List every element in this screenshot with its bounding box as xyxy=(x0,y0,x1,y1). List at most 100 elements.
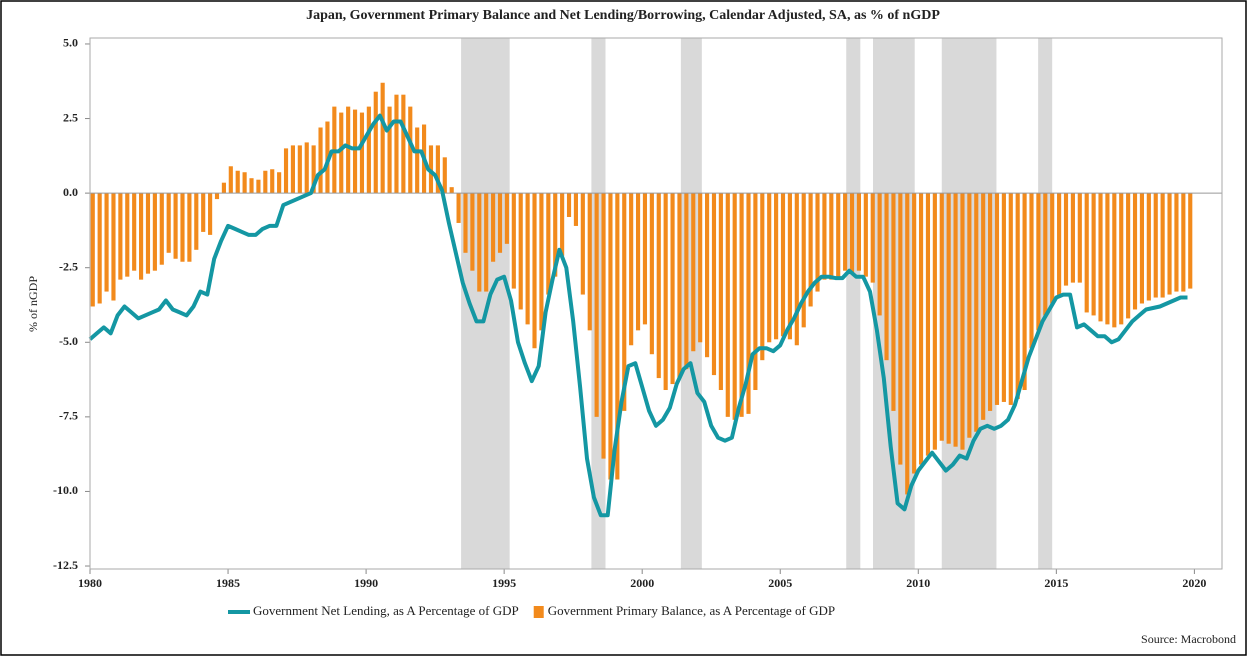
bar xyxy=(1167,193,1172,295)
y-tick-label: 0.0 xyxy=(63,185,78,199)
bar xyxy=(90,193,95,307)
y-tick-label: -12.5 xyxy=(53,558,78,572)
bar xyxy=(221,182,226,194)
bar xyxy=(629,193,634,346)
bar xyxy=(1001,193,1006,402)
bar xyxy=(635,193,641,331)
bar xyxy=(318,127,323,194)
bar xyxy=(539,193,544,331)
bar xyxy=(684,193,689,370)
bar xyxy=(152,193,157,271)
bar xyxy=(753,193,758,391)
bar xyxy=(387,106,392,194)
bar xyxy=(822,193,827,280)
bar xyxy=(180,193,185,262)
bar xyxy=(456,193,461,223)
bar xyxy=(194,193,199,250)
bar xyxy=(415,127,420,194)
bar xyxy=(801,193,806,328)
bar xyxy=(870,193,875,283)
y-tick-label: -7.5 xyxy=(59,409,78,423)
y-tick-label: 2.5 xyxy=(63,110,78,124)
bar xyxy=(1181,193,1186,292)
bar xyxy=(642,193,648,325)
bar xyxy=(214,193,220,200)
bar xyxy=(511,193,516,289)
bar xyxy=(1057,193,1062,298)
x-tick-label: 2000 xyxy=(630,576,654,590)
bar xyxy=(1022,193,1027,391)
bar xyxy=(566,193,572,217)
bar xyxy=(1070,193,1075,283)
bar xyxy=(546,193,551,295)
bar xyxy=(304,142,309,194)
bar xyxy=(477,193,482,292)
bar xyxy=(739,193,744,417)
bar xyxy=(263,170,268,194)
bar xyxy=(311,145,316,194)
y-tick-label: -2.5 xyxy=(59,259,78,273)
bar xyxy=(297,145,302,194)
bar xyxy=(988,193,993,411)
bar xyxy=(352,109,358,194)
bar xyxy=(573,193,579,226)
bar xyxy=(829,193,834,280)
bar xyxy=(932,193,937,450)
bar xyxy=(794,193,799,346)
bar xyxy=(518,193,523,310)
bar xyxy=(905,193,910,495)
bar xyxy=(836,193,841,277)
legend-label: Government Primary Balance, as A Percent… xyxy=(548,603,835,618)
bar xyxy=(463,193,468,253)
bar xyxy=(649,193,654,355)
bar xyxy=(1126,193,1131,319)
x-tick-label: 2005 xyxy=(768,576,792,590)
bar xyxy=(484,193,489,292)
bar xyxy=(380,82,385,194)
bar xyxy=(967,193,972,438)
y-tick-label: -5.0 xyxy=(59,334,78,348)
y-tick-label: -10.0 xyxy=(53,483,78,497)
bar xyxy=(918,193,924,465)
bar xyxy=(780,193,786,337)
bar xyxy=(594,193,599,417)
bar xyxy=(449,187,454,194)
bar xyxy=(470,193,475,271)
bar xyxy=(118,193,123,280)
bar xyxy=(235,170,240,194)
bar xyxy=(270,169,275,194)
bar xyxy=(1105,193,1110,325)
bar xyxy=(863,193,868,277)
bar xyxy=(1153,193,1158,298)
bar xyxy=(359,112,365,194)
bar xyxy=(732,193,737,420)
bar xyxy=(339,112,344,194)
chart-title: Japan, Government Primary Balance and Ne… xyxy=(306,8,940,23)
bar xyxy=(256,179,261,194)
bar xyxy=(1174,193,1179,292)
bar xyxy=(774,193,779,340)
bar xyxy=(725,193,730,417)
bar xyxy=(373,91,378,194)
bar xyxy=(925,193,931,456)
y-tick-label: 5.0 xyxy=(63,36,78,50)
shaded-period xyxy=(846,38,861,569)
bar xyxy=(125,193,130,277)
bar xyxy=(1063,193,1069,286)
x-tick-label: 1990 xyxy=(354,576,378,590)
bar xyxy=(366,106,371,194)
bar xyxy=(1043,193,1048,316)
bar xyxy=(787,193,792,340)
bar xyxy=(718,193,723,391)
bar xyxy=(532,193,537,349)
bar xyxy=(497,193,503,253)
bar xyxy=(283,148,289,194)
line xyxy=(88,113,1188,518)
bar xyxy=(981,193,986,420)
bar xyxy=(435,145,440,194)
bar xyxy=(891,193,896,411)
bar xyxy=(1077,193,1082,283)
bar xyxy=(849,193,855,274)
